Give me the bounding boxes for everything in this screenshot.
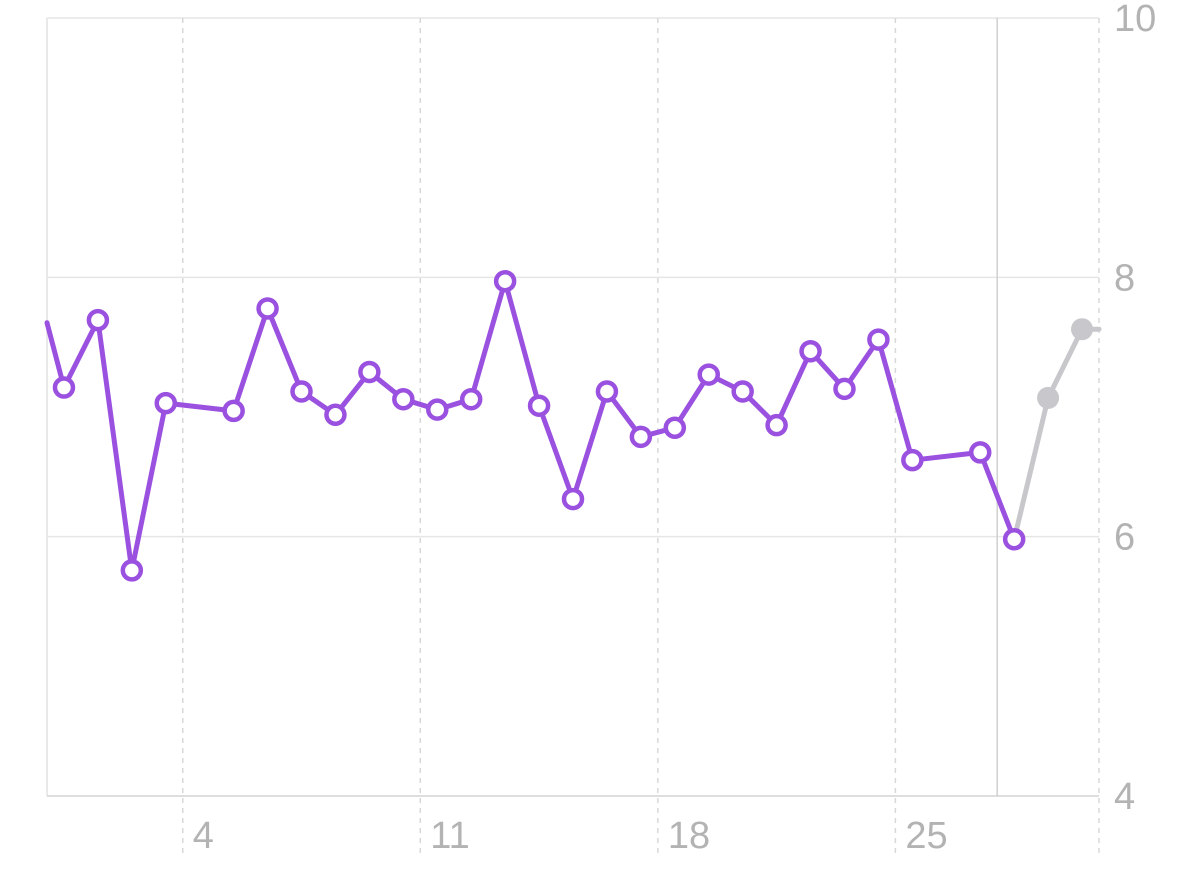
x-tick-label: 4 <box>193 815 214 857</box>
projected-data-point <box>1037 386 1060 409</box>
recorded-data-point <box>629 425 653 449</box>
y-tick-label: 6 <box>1114 517 1135 559</box>
recorded-data-point <box>968 441 992 464</box>
projected-data-point <box>1071 318 1094 341</box>
recorded-data-point <box>561 487 585 511</box>
recorded-data-point <box>222 399 245 423</box>
recorded-data-point <box>493 269 517 293</box>
recorded-data-point <box>426 398 449 421</box>
y-tick-label: 8 <box>1114 257 1135 299</box>
recorded-data-point <box>527 394 551 417</box>
recorded-data-point <box>459 387 483 411</box>
recorded-data-point <box>731 380 754 403</box>
recorded-data-point <box>154 391 178 415</box>
projected-series-line <box>1011 326 1102 542</box>
recorded-data-point <box>86 308 110 332</box>
x-tick-label: 18 <box>668 815 710 857</box>
recorded-data-point <box>663 416 687 439</box>
recorded-series-line <box>44 278 1017 573</box>
recorded-data-point <box>290 380 313 403</box>
x-tick-label: 25 <box>905 815 947 857</box>
recorded-data-point <box>595 380 619 403</box>
recorded-data-point <box>120 559 144 582</box>
recorded-data-point <box>256 297 279 320</box>
recorded-data-point <box>901 448 924 472</box>
recorded-data-point <box>1002 528 1026 551</box>
recorded-data-point <box>392 387 415 411</box>
recorded-data-point <box>697 363 720 386</box>
recorded-data-point <box>52 376 76 399</box>
x-tick-label: 11 <box>430 815 469 857</box>
y-tick-label: 10 <box>1114 0 1156 40</box>
recorded-data-point <box>833 377 856 401</box>
recorded-data-point <box>765 413 788 437</box>
y-tick-label: 4 <box>1114 776 1135 818</box>
recorded-data-point <box>799 339 822 363</box>
recorded-data-point <box>358 360 381 384</box>
recorded-data-point <box>867 328 890 351</box>
recorded-data-point <box>324 403 347 427</box>
